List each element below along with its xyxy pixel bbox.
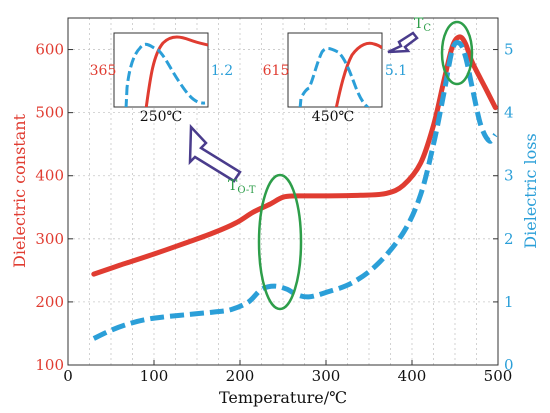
inset-250-right-value: 1.2 bbox=[211, 63, 233, 79]
inset-450-constant-line bbox=[334, 41, 382, 107]
arrow-to-inset-250 bbox=[188, 123, 242, 183]
tc-ellipse bbox=[440, 20, 474, 86]
y-right-tick-label: 3 bbox=[504, 167, 514, 185]
y-axis-left: 100 200 300 400 500 600 bbox=[35, 41, 73, 374]
arrow-to-inset-450 bbox=[387, 31, 419, 54]
y-left-tick-label: 400 bbox=[35, 167, 64, 185]
tot-annotation-main: T bbox=[228, 178, 238, 194]
x-tick-label: 300 bbox=[312, 367, 341, 385]
inset-250-frame bbox=[113, 32, 209, 108]
x-tick-label: 400 bbox=[398, 367, 427, 385]
tc-annotation: TC bbox=[414, 16, 431, 34]
x-tick-label: 500 bbox=[484, 367, 513, 385]
x-tick-label: 200 bbox=[226, 367, 255, 385]
inset-250-title: 250℃ bbox=[140, 109, 182, 125]
tot-annotation: TO-T bbox=[228, 178, 256, 196]
tc-annotation-main: T bbox=[414, 16, 424, 32]
y-right-tick-label: 2 bbox=[504, 230, 514, 248]
x-tick-label: 0 bbox=[63, 367, 73, 385]
y-right-tick-label: 0 bbox=[504, 356, 514, 374]
inset-450-loss-line bbox=[298, 47, 370, 107]
inset-450-title: 450℃ bbox=[312, 109, 354, 125]
inset-450-left-value: 615 bbox=[263, 63, 290, 79]
y-left-tick-label: 500 bbox=[35, 104, 64, 122]
x-tick-label: 100 bbox=[140, 367, 169, 385]
y-left-tick-label: 600 bbox=[35, 41, 64, 59]
y-axis-right: 0 1 2 3 4 5 bbox=[493, 41, 514, 374]
inset-450-right-value: 5.1 bbox=[385, 63, 407, 79]
y-right-tick-label: 5 bbox=[504, 41, 514, 59]
y-left-tick-label: 300 bbox=[35, 230, 64, 248]
plot-frame bbox=[67, 17, 499, 366]
series-dielectric-constant-line bbox=[91, 34, 498, 277]
y-axis-left-title: Dielectric constant bbox=[10, 113, 29, 268]
inset-250-constant-line bbox=[144, 35, 208, 107]
inset-250: 250℃ 365 1.2 bbox=[90, 32, 233, 125]
x-axis: 0 100 200 300 400 500 bbox=[63, 360, 512, 385]
tot-ellipse bbox=[257, 173, 303, 311]
x-axis-title: Temperature/℃ bbox=[219, 388, 347, 407]
inset-250-left-value: 365 bbox=[90, 63, 117, 79]
inset-450: 450℃ 615 5.1 bbox=[263, 32, 407, 125]
y-left-tick-label: 100 bbox=[35, 356, 64, 374]
y-right-tick-label: 4 bbox=[504, 104, 514, 122]
y-left-tick-label: 200 bbox=[35, 293, 64, 311]
tc-annotation-sub: C bbox=[423, 23, 431, 34]
y-right-tick-label: 1 bbox=[504, 293, 514, 311]
series-dielectric-loss-line bbox=[92, 40, 498, 341]
tot-annotation-sub: O-T bbox=[237, 185, 256, 196]
inset-250-loss-line bbox=[124, 42, 206, 107]
y-axis-right-title: Dielectric loss bbox=[521, 133, 540, 248]
